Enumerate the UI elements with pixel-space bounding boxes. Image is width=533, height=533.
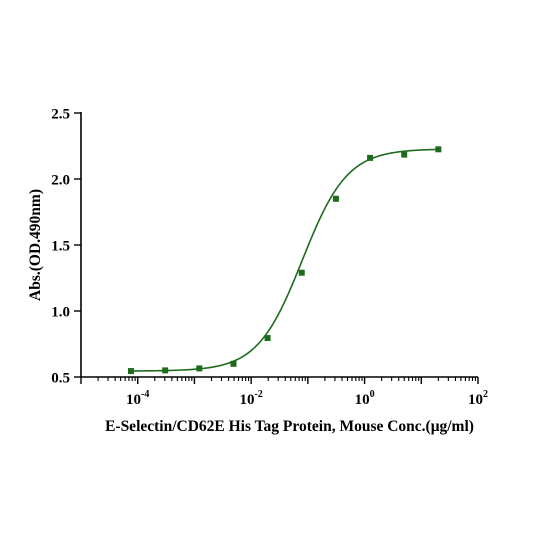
fit-curve [130,148,439,372]
y-tick-label: 2.5 [51,107,70,123]
data-points [127,146,442,375]
y-tick-label: 1.5 [51,239,70,255]
data-point [196,365,203,372]
x-tick-label: 100 [355,389,375,408]
data-point [435,146,442,153]
data-point [162,367,169,374]
y-tick-label: 0.5 [51,371,70,387]
x-tick-label: 10-4 [126,389,149,408]
axes [80,112,478,378]
data-point [332,195,339,202]
y-tick-label: 2.0 [51,173,70,189]
data-point [264,335,271,342]
x-ticks: 10-4 10-2 100 102 [80,377,488,408]
x-tick-label: 102 [468,389,488,408]
x-tick-label: 10-2 [239,389,262,408]
y-ticks: 0.5 1.0 1.5 2.0 2.5 [51,107,81,387]
data-point [298,269,305,276]
data-point [127,368,134,375]
data-point [230,360,237,367]
y-tick-label: 1.0 [51,305,70,321]
data-point [401,151,408,158]
data-point [367,154,374,161]
y-axis-title: Abs.(OD.490nm) [27,189,44,301]
x-axis-title: E-Selectin/CD62E His Tag Protein, Mouse … [105,418,474,435]
